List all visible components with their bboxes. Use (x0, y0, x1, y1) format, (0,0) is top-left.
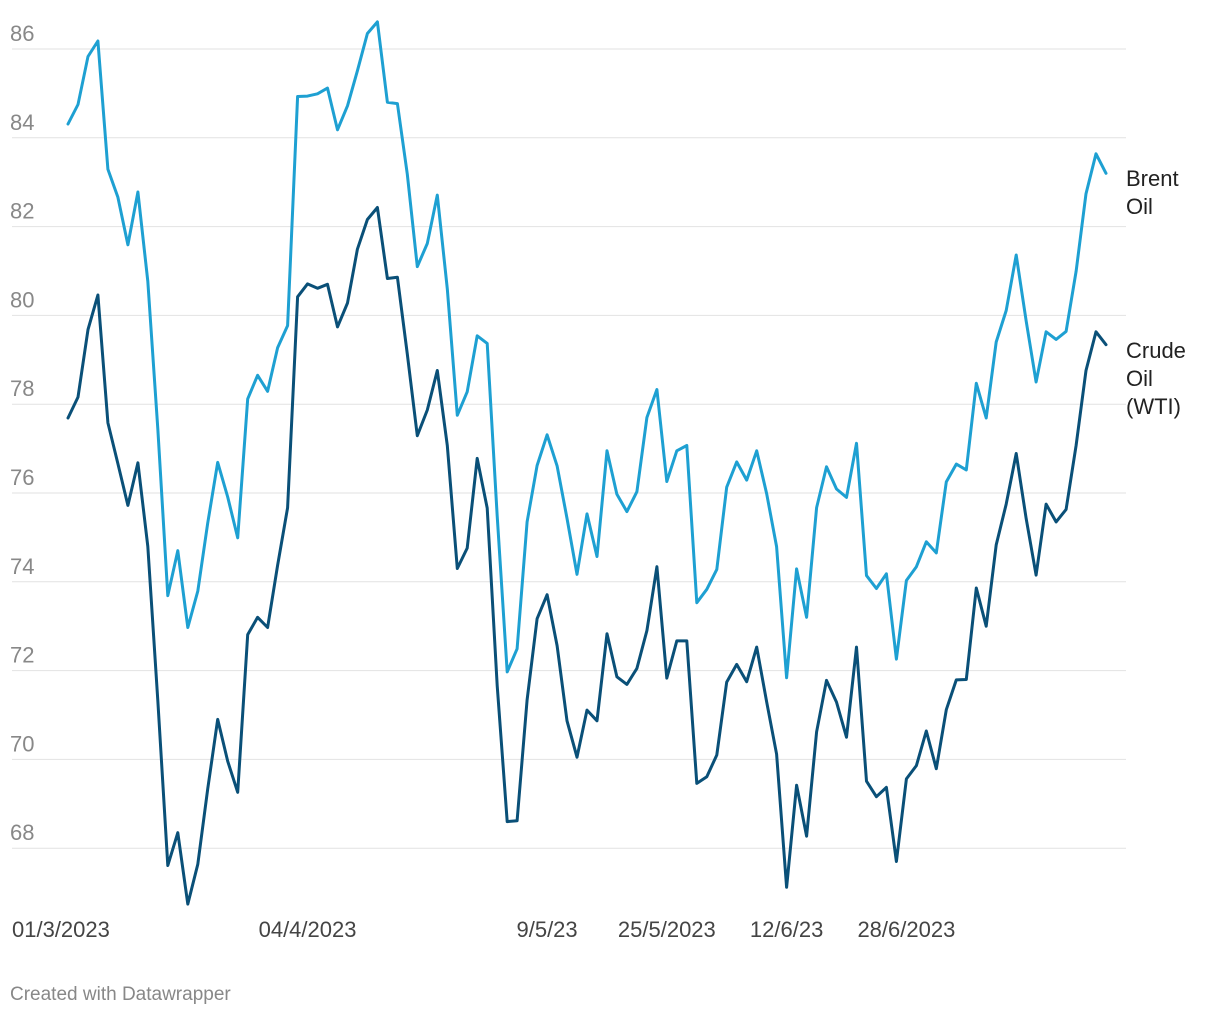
brent-label-line-1: Brent (1126, 166, 1179, 191)
x-axis-ticks: 01/3/2023 04/4/2023 9/5/23 25/5/2023 12/6/23… (12, 917, 955, 942)
series-label-brent: Brent Oil (1126, 166, 1179, 219)
x-tick-label: 01/3/2023 (12, 917, 110, 942)
crude-oil-wti-line (66, 206, 1108, 906)
y-tick-label: 68 (10, 820, 34, 845)
brent-label-line-2: Oil (1126, 194, 1153, 219)
x-tick-label: 25/5/2023 (618, 917, 716, 942)
y-tick-label: 76 (10, 465, 34, 490)
y-tick-label: 70 (10, 731, 34, 756)
datawrapper-credit: Created with Datawrapper (10, 984, 231, 1005)
y-tick-label: 82 (10, 199, 34, 224)
y-tick-label: 74 (10, 554, 34, 579)
wti-label-line-3: (WTI) (1126, 394, 1181, 419)
x-tick-label: 12/6/23 (750, 917, 823, 942)
y-tick-label: 78 (10, 376, 34, 401)
x-tick-label: 28/6/2023 (857, 917, 955, 942)
y-tick-label: 86 (10, 21, 34, 46)
y-tick-label: 80 (10, 287, 34, 312)
wti-label-line-2: Oil (1126, 366, 1153, 391)
series-label-wti: Crude Oil (WTI) (1126, 338, 1186, 419)
series-lines (66, 20, 1108, 906)
y-tick-label: 84 (10, 110, 34, 135)
x-tick-label: 9/5/23 (516, 917, 577, 942)
y-tick-label: 72 (10, 643, 34, 668)
wti-label-line-1: Crude (1126, 338, 1186, 363)
x-tick-label: 04/4/2023 (259, 917, 357, 942)
y-axis-ticks: 68 70 72 74 76 78 80 82 84 86 (10, 21, 34, 845)
brent-oil-line (66, 20, 1108, 680)
